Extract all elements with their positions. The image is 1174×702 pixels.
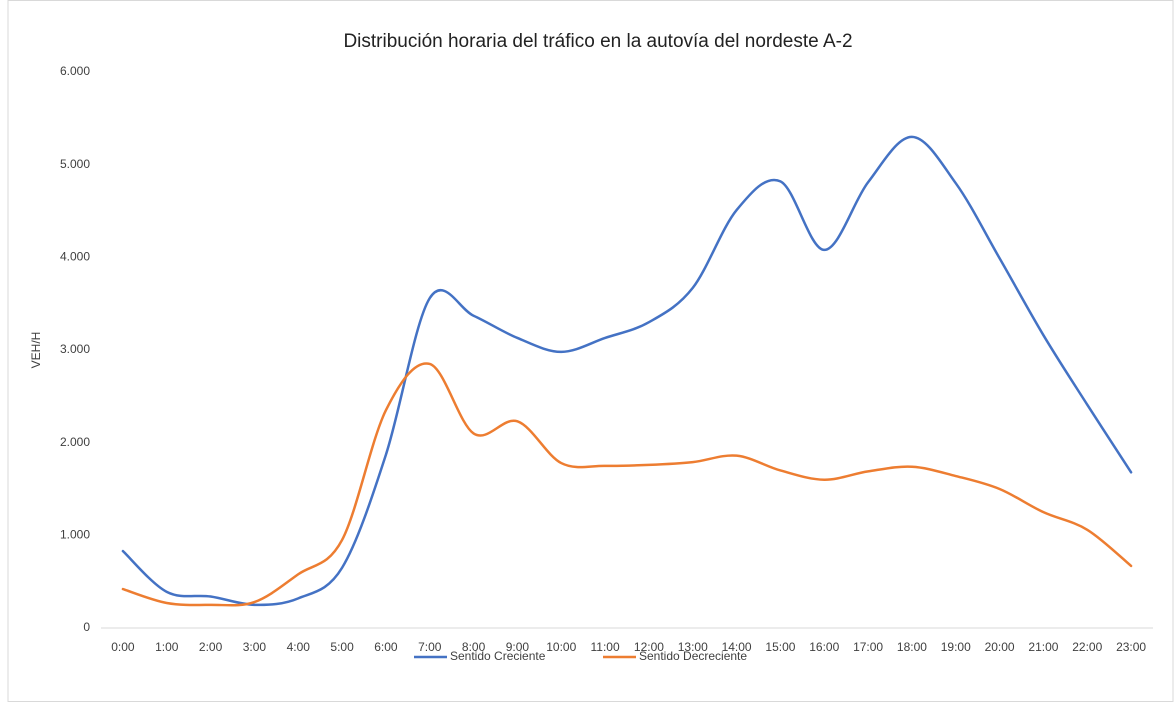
x-tick-label: 19:00 [941, 640, 971, 654]
x-tick-label: 20:00 [985, 640, 1015, 654]
x-tick-label: 22:00 [1072, 640, 1102, 654]
x-tick-label: 17:00 [853, 640, 883, 654]
x-tick-label: 7:00 [418, 640, 442, 654]
y-tick-label: 3.000 [60, 342, 90, 356]
legend-label: Sentido Creciente [450, 649, 546, 663]
x-tick-label: 10:00 [546, 640, 576, 654]
y-axis-label: VEH/H [29, 332, 43, 369]
chart-title: Distribución horaria del tráfico en la a… [343, 31, 852, 52]
x-tick-label: 5:00 [330, 640, 354, 654]
legend-label: Sentido Decreciente [639, 649, 747, 663]
series-line [121, 135, 1133, 607]
series-line [121, 362, 1133, 607]
x-tick-label: 18:00 [897, 640, 927, 654]
x-tick-label: 16:00 [809, 640, 839, 654]
x-tick-label: 2:00 [199, 640, 223, 654]
x-tick-label: 21:00 [1028, 640, 1058, 654]
x-tick-label: 14:00 [722, 640, 752, 654]
y-tick-label: 4.000 [60, 250, 90, 264]
x-tick-label: 4:00 [287, 640, 311, 654]
x-tick-label: 3:00 [243, 640, 267, 654]
x-tick-label: 12:00 [634, 640, 664, 654]
x-tick-label: 15:00 [765, 640, 795, 654]
x-tick-label: 0:00 [111, 640, 135, 654]
y-tick-label: 5.000 [60, 157, 90, 171]
x-tick-label: 8:00 [462, 640, 486, 654]
x-tick-label: 1:00 [155, 640, 179, 654]
x-tick-label: 11:00 [591, 640, 620, 654]
y-tick-label: 1.000 [60, 528, 90, 542]
x-tick-label: 13:00 [678, 640, 708, 654]
x-tick-label: 9:00 [506, 640, 530, 654]
x-tick-label: 6:00 [374, 640, 398, 654]
y-tick-label: 6.000 [60, 64, 90, 78]
y-tick-label: 2.000 [60, 435, 90, 449]
x-tick-label: 23:00 [1116, 640, 1146, 654]
y-tick-label: 0 [83, 620, 90, 634]
